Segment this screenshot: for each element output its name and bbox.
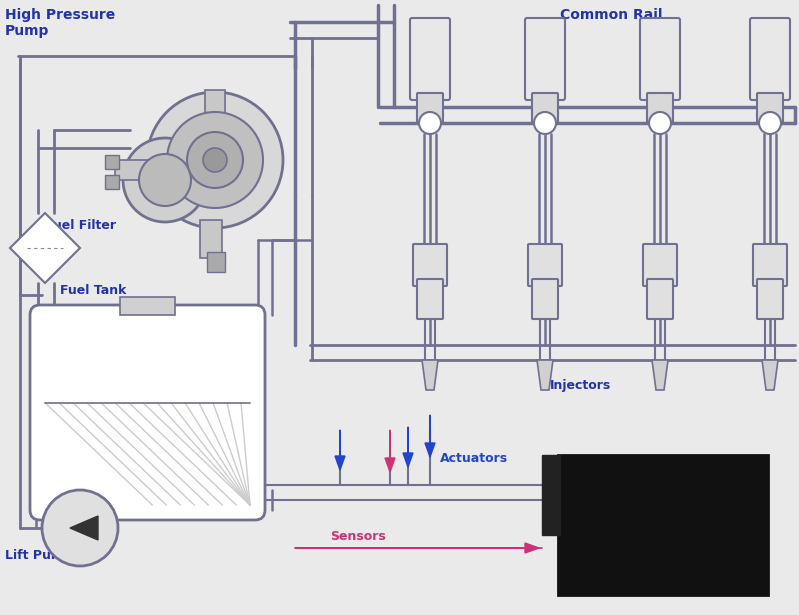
Bar (558, 455, 768, 595)
FancyBboxPatch shape (410, 18, 450, 100)
Bar (115, 160, 170, 180)
Text: Sensors: Sensors (330, 530, 386, 543)
Bar (207, 252, 225, 272)
Bar (205, 90, 225, 140)
FancyBboxPatch shape (528, 244, 562, 286)
FancyBboxPatch shape (750, 18, 790, 100)
FancyBboxPatch shape (417, 93, 443, 123)
FancyBboxPatch shape (532, 93, 558, 123)
Text: High Pressure
Pump: High Pressure Pump (5, 8, 115, 38)
FancyArrow shape (385, 430, 395, 472)
Bar (120, 297, 176, 315)
Bar (542, 455, 560, 535)
FancyArrow shape (295, 543, 539, 553)
Text: Injectors: Injectors (550, 378, 611, 392)
FancyBboxPatch shape (757, 93, 783, 123)
FancyArrow shape (335, 430, 345, 470)
FancyArrow shape (403, 427, 413, 467)
Circle shape (759, 112, 781, 134)
Bar (105, 175, 119, 189)
Polygon shape (537, 360, 553, 390)
Circle shape (139, 154, 191, 206)
Polygon shape (652, 360, 668, 390)
Text: Electronic
Control
Unit: Electronic Control Unit (616, 495, 710, 555)
FancyBboxPatch shape (757, 279, 783, 319)
Bar (200, 220, 222, 258)
Text: Actuators: Actuators (440, 451, 508, 464)
Text: Fuel Filter: Fuel Filter (45, 218, 116, 231)
Circle shape (534, 112, 556, 134)
FancyArrow shape (425, 415, 435, 457)
FancyBboxPatch shape (640, 18, 680, 100)
FancyBboxPatch shape (643, 244, 677, 286)
Text: Common Rail: Common Rail (560, 8, 662, 22)
Polygon shape (10, 213, 80, 283)
Text: Fuel Tank: Fuel Tank (60, 284, 126, 296)
FancyBboxPatch shape (30, 305, 265, 520)
Circle shape (42, 490, 118, 566)
Circle shape (419, 112, 441, 134)
FancyBboxPatch shape (532, 279, 558, 319)
Circle shape (167, 112, 263, 208)
Bar (105, 155, 119, 169)
FancyBboxPatch shape (753, 244, 787, 286)
FancyBboxPatch shape (647, 279, 673, 319)
Text: Lift Pump: Lift Pump (5, 549, 73, 561)
Polygon shape (422, 360, 438, 390)
FancyBboxPatch shape (647, 93, 673, 123)
Circle shape (649, 112, 671, 134)
Polygon shape (762, 360, 778, 390)
FancyBboxPatch shape (413, 244, 447, 286)
FancyBboxPatch shape (417, 279, 443, 319)
Circle shape (147, 92, 283, 228)
Circle shape (123, 138, 207, 222)
Circle shape (187, 132, 243, 188)
Polygon shape (70, 516, 98, 540)
FancyBboxPatch shape (525, 18, 565, 100)
Circle shape (203, 148, 227, 172)
